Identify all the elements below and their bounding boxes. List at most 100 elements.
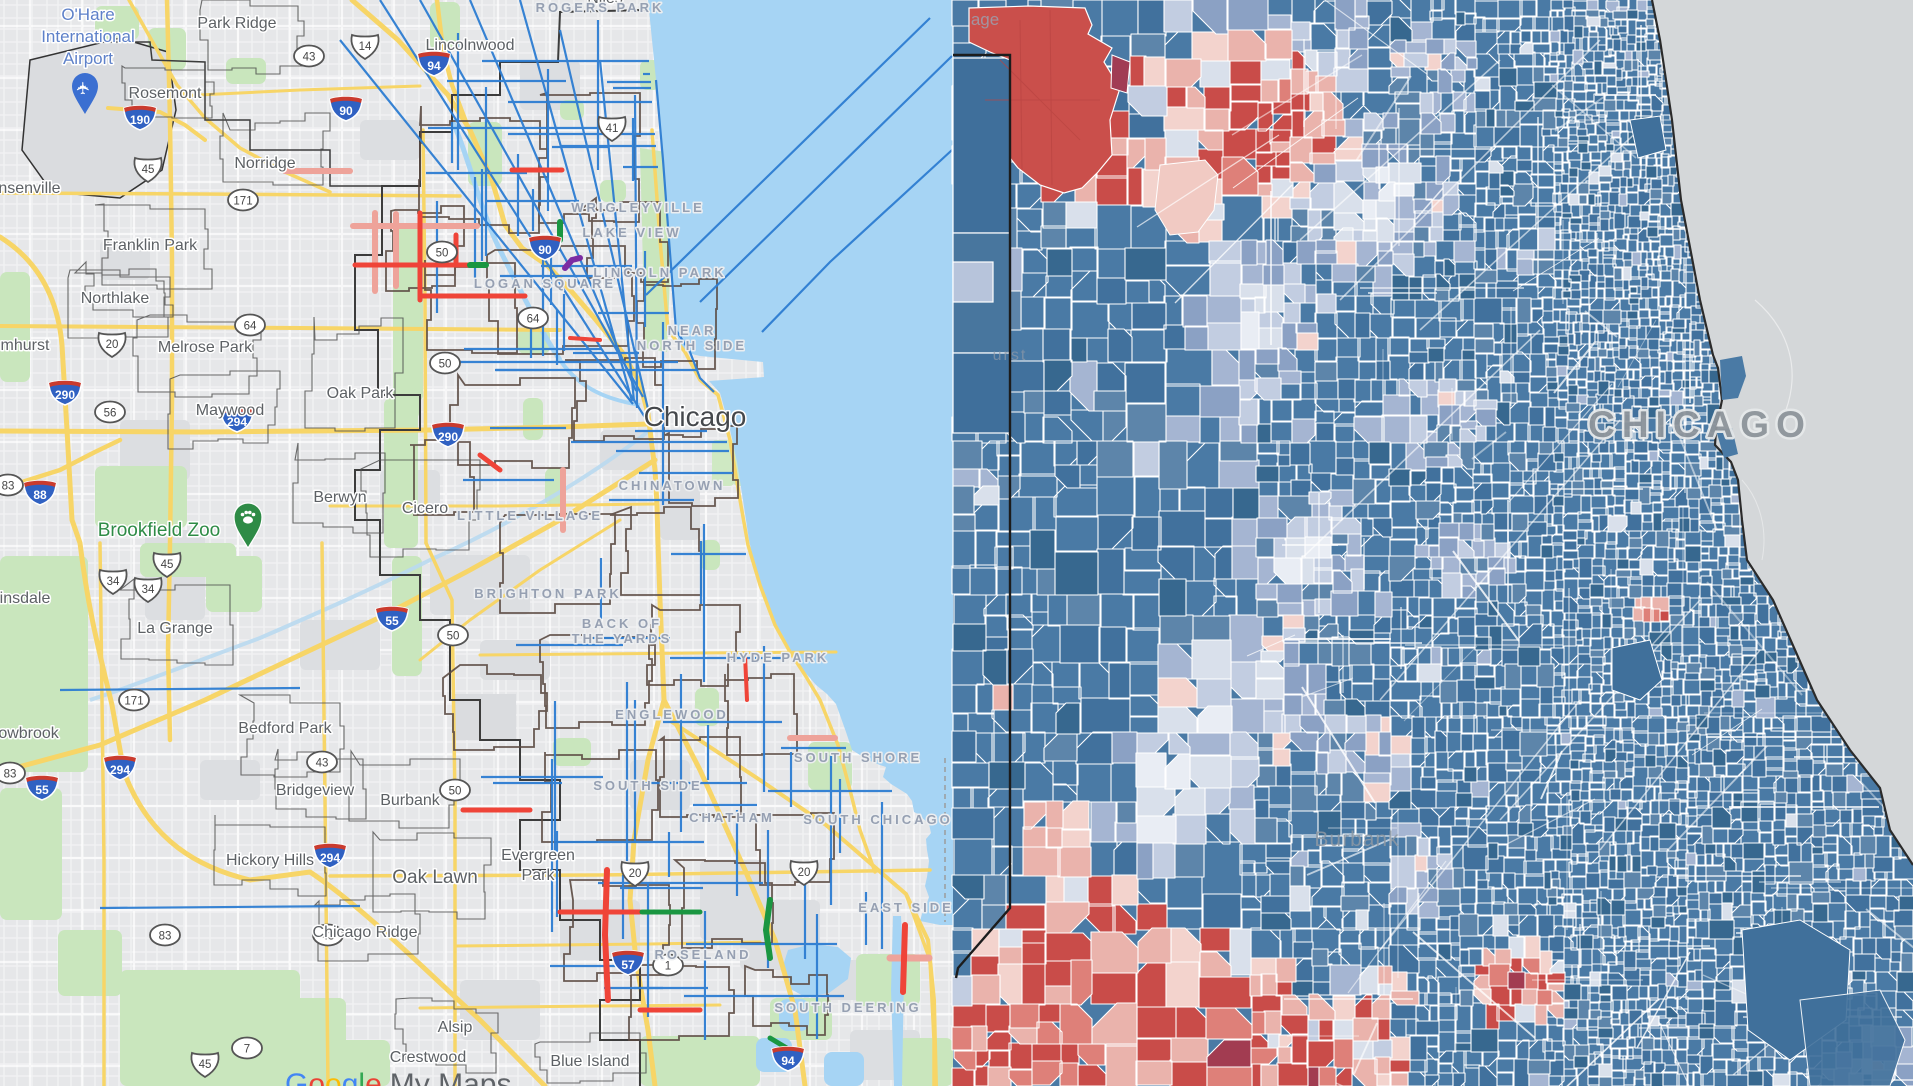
svg-text:Park Ridge: Park Ridge bbox=[197, 15, 276, 32]
svg-text:43: 43 bbox=[316, 758, 329, 770]
svg-text:64: 64 bbox=[244, 321, 257, 333]
svg-text:Norridge: Norridge bbox=[234, 155, 295, 172]
svg-text:57: 57 bbox=[621, 958, 635, 972]
svg-text:Burbank: Burbank bbox=[1314, 828, 1399, 851]
svg-text:55: 55 bbox=[35, 783, 49, 797]
svg-text:Bridgeview: Bridgeview bbox=[276, 782, 355, 799]
svg-text:Blue Island: Blue Island bbox=[550, 1053, 629, 1070]
svg-text:insdale: insdale bbox=[0, 590, 50, 607]
svg-text:290: 290 bbox=[438, 430, 458, 444]
svg-text:SOUTH CHICAGO: SOUTH CHICAGO bbox=[803, 812, 953, 827]
svg-text:171: 171 bbox=[124, 696, 143, 708]
svg-text:45: 45 bbox=[161, 559, 174, 571]
svg-text:20: 20 bbox=[106, 339, 119, 351]
svg-text:290: 290 bbox=[55, 388, 75, 402]
svg-text:55: 55 bbox=[385, 614, 399, 628]
svg-text:LITTLE VILLAGE: LITTLE VILLAGE bbox=[457, 508, 603, 523]
svg-text:Northlake: Northlake bbox=[81, 290, 150, 307]
svg-text:LINCOLN PARK: LINCOLN PARK bbox=[593, 265, 726, 280]
svg-text:43: 43 bbox=[322, 931, 335, 943]
svg-text:HYDE PARK: HYDE PARK bbox=[727, 650, 830, 665]
svg-text:Crestwood: Crestwood bbox=[390, 1049, 466, 1066]
svg-text:Chicago Ridge: Chicago Ridge bbox=[313, 924, 418, 941]
svg-text:56: 56 bbox=[104, 408, 117, 420]
svg-text:WRIGLEYVILLE: WRIGLEYVILLE bbox=[571, 200, 705, 215]
svg-text:Park: Park bbox=[522, 867, 556, 884]
svg-text:urst: urst bbox=[993, 347, 1028, 364]
svg-text:Airport: Airport bbox=[63, 49, 113, 68]
svg-text:Melrose Park: Melrose Park bbox=[158, 339, 253, 356]
svg-text:14: 14 bbox=[359, 41, 372, 53]
svg-text:50: 50 bbox=[447, 631, 460, 643]
svg-text:ROGERS PARK: ROGERS PARK bbox=[536, 0, 665, 15]
svg-text:Rosemont: Rosemont bbox=[129, 85, 202, 102]
svg-text:64: 64 bbox=[527, 314, 540, 326]
svg-text:SOUTH SHORE: SOUTH SHORE bbox=[794, 750, 922, 765]
svg-text:International: International bbox=[41, 27, 135, 46]
svg-text:Oak Lawn: Oak Lawn bbox=[392, 867, 478, 888]
svg-text:La Grange: La Grange bbox=[137, 620, 213, 637]
svg-text:ensenville: ensenville bbox=[0, 180, 61, 197]
svg-text:50: 50 bbox=[449, 786, 462, 798]
svg-text:294: 294 bbox=[320, 851, 340, 865]
svg-text:83: 83 bbox=[159, 931, 172, 943]
svg-text:Chicago: Chicago bbox=[644, 401, 747, 432]
svg-text:Oak Park: Oak Park bbox=[327, 385, 395, 402]
svg-text:mhurst: mhurst bbox=[1, 337, 50, 354]
svg-text:88: 88 bbox=[33, 488, 47, 502]
svg-text:34: 34 bbox=[142, 584, 155, 596]
svg-text:O'Hare: O'Hare bbox=[61, 5, 114, 24]
svg-text:Alsip: Alsip bbox=[438, 1019, 473, 1036]
svg-text:✈: ✈ bbox=[74, 81, 93, 95]
svg-text:CHICAGO: CHICAGO bbox=[1588, 404, 1812, 445]
svg-text:Franklin Park: Franklin Park bbox=[103, 237, 198, 254]
svg-text:Bedford Park: Bedford Park bbox=[238, 720, 332, 737]
svg-text:BACK OF: BACK OF bbox=[582, 616, 662, 631]
svg-text:LOGAN SQUARE: LOGAN SQUARE bbox=[474, 276, 616, 291]
svg-text:NEAR: NEAR bbox=[668, 323, 717, 338]
svg-text:94: 94 bbox=[781, 1054, 795, 1068]
svg-text:20: 20 bbox=[798, 867, 811, 879]
svg-text:Lincolnwood: Lincolnwood bbox=[426, 37, 515, 54]
svg-text:LAKE VIEW: LAKE VIEW bbox=[582, 225, 681, 240]
svg-text:50: 50 bbox=[436, 248, 449, 260]
svg-text:Cicero: Cicero bbox=[402, 500, 448, 517]
svg-text:Hickory Hills: Hickory Hills bbox=[226, 852, 314, 869]
svg-text:90: 90 bbox=[538, 243, 552, 257]
svg-text:SOUTH SIDE: SOUTH SIDE bbox=[593, 778, 702, 793]
svg-text:CHATHAM: CHATHAM bbox=[689, 810, 775, 825]
svg-text:Maywood: Maywood bbox=[196, 402, 264, 419]
svg-text:EAST SIDE: EAST SIDE bbox=[858, 900, 954, 915]
svg-text:Evergreen: Evergreen bbox=[501, 847, 575, 864]
svg-text:34: 34 bbox=[107, 576, 120, 588]
svg-text:Niles: Niles bbox=[587, 0, 623, 7]
svg-text:90: 90 bbox=[339, 104, 353, 118]
svg-text:THE YARDS: THE YARDS bbox=[572, 631, 673, 646]
svg-text:50: 50 bbox=[439, 359, 452, 371]
svg-text:7: 7 bbox=[244, 1044, 250, 1056]
svg-text:BRIGHTON PARK: BRIGHTON PARK bbox=[474, 586, 622, 601]
svg-text:94: 94 bbox=[427, 59, 441, 73]
svg-text:1: 1 bbox=[665, 961, 671, 973]
svg-text:Brookfield Zoo: Brookfield Zoo bbox=[98, 520, 221, 541]
svg-text:294: 294 bbox=[227, 415, 247, 429]
svg-text:83: 83 bbox=[4, 769, 17, 781]
svg-text:Berwyn: Berwyn bbox=[313, 489, 366, 506]
svg-text:Burbank: Burbank bbox=[380, 792, 441, 809]
svg-text:age: age bbox=[971, 10, 999, 29]
svg-text:43: 43 bbox=[303, 52, 316, 64]
svg-text:NORTH SIDE: NORTH SIDE bbox=[637, 338, 747, 353]
svg-text:llowbrook: llowbrook bbox=[0, 725, 60, 742]
svg-text:83: 83 bbox=[2, 481, 15, 493]
svg-text:45: 45 bbox=[199, 1059, 212, 1071]
svg-text:294: 294 bbox=[110, 763, 130, 777]
svg-text:ROSELAND: ROSELAND bbox=[655, 947, 752, 962]
svg-text:171: 171 bbox=[233, 196, 252, 208]
svg-text:CHINATOWN: CHINATOWN bbox=[619, 478, 726, 493]
svg-text:45: 45 bbox=[142, 164, 155, 176]
svg-text:20: 20 bbox=[629, 868, 642, 880]
svg-text:190: 190 bbox=[130, 113, 150, 127]
svg-text:SOUTH DEERING: SOUTH DEERING bbox=[774, 1000, 921, 1015]
svg-text:ENGLEWOOD: ENGLEWOOD bbox=[615, 707, 729, 722]
